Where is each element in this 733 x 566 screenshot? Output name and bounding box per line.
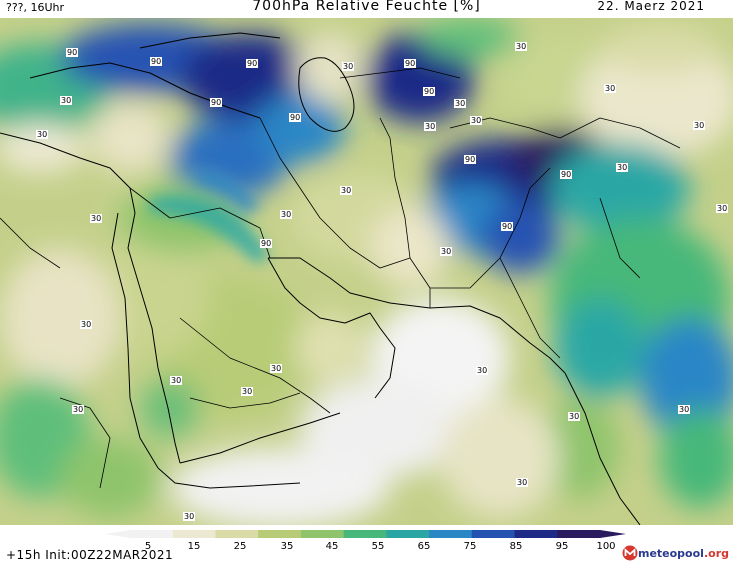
contour-label: 30 xyxy=(440,247,453,256)
legend-tick: 5 xyxy=(144,541,152,552)
contour-label: 30 xyxy=(60,96,73,105)
legend-tick: 45 xyxy=(325,541,339,552)
legend-swatch xyxy=(300,530,345,538)
legend-swatch xyxy=(557,530,601,538)
legend-swatch xyxy=(514,530,558,538)
contour-label: 90 xyxy=(246,59,259,68)
contour-label: 30 xyxy=(678,405,691,414)
color-legend xyxy=(105,530,626,538)
contour-label: 30 xyxy=(454,99,467,108)
contour-label: 30 xyxy=(515,42,528,51)
logo-text: meteopool xyxy=(637,546,704,560)
humidity-map: 90 90 30 90 90 90 30 90 90 30 30 90 30 3… xyxy=(0,18,733,525)
contour-label: 90 xyxy=(404,59,417,68)
meteopool-logo-icon xyxy=(622,545,638,561)
contour-label: 90 xyxy=(210,98,223,107)
legend-tick: 15 xyxy=(187,541,201,552)
legend-ticks: 5 15 25 35 45 55 65 75 85 95 100 xyxy=(0,541,733,555)
legend-tick: 65 xyxy=(417,541,431,552)
logo-suffix: .org xyxy=(703,546,729,560)
legend-tick: 75 xyxy=(463,541,477,552)
header: ???, 16Uhr 700hPa Relative Feuchte [%] 2… xyxy=(0,0,733,18)
legend-swatch xyxy=(429,530,473,538)
legend-tick: 100 xyxy=(596,541,616,552)
contour-label: 30 xyxy=(80,320,93,329)
legend-tick: 25 xyxy=(233,541,247,552)
contour-label: 30 xyxy=(90,214,103,223)
contour-label: 30 xyxy=(424,122,437,131)
contour-label: 30 xyxy=(568,412,581,421)
forecast-date: 22. Maerz 2021 xyxy=(597,0,705,13)
contour-label: 30 xyxy=(342,62,355,71)
contour-label: 90 xyxy=(423,87,436,96)
legend-swatch xyxy=(215,530,259,538)
contour-label: 90 xyxy=(66,48,79,57)
valid-time: ???, 16Uhr xyxy=(6,1,65,14)
contour-label: 30 xyxy=(716,204,729,213)
map-title: 700hPa Relative Feuchte [%] xyxy=(252,0,481,14)
contour-label: 30 xyxy=(72,405,85,414)
legend-swatch xyxy=(343,530,387,538)
legend-tick: 55 xyxy=(371,541,385,552)
contour-label: 30 xyxy=(616,163,629,172)
contour-label: 30 xyxy=(183,512,196,521)
contour-label: 30 xyxy=(470,116,483,125)
contour-label: 30 xyxy=(340,186,353,195)
legend-swatch xyxy=(258,530,302,538)
contour-label: 30 xyxy=(170,376,183,385)
legend-swatch xyxy=(386,530,430,538)
contour-label: 90 xyxy=(289,113,302,122)
legend-swatch xyxy=(172,530,216,538)
meteopool-logo[interactable]: meteopool.org xyxy=(622,544,729,562)
legend-tick: 35 xyxy=(280,541,294,552)
legend-swatch xyxy=(471,530,516,538)
contour-label: 30 xyxy=(516,478,529,487)
contour-label: 90 xyxy=(560,170,573,179)
legend-right-arrow xyxy=(600,530,626,538)
legend-swatches xyxy=(130,530,601,538)
contour-label: 30 xyxy=(604,84,617,93)
contour-label: 30 xyxy=(476,366,489,375)
legend-left-arrow xyxy=(105,530,130,538)
contour-label: 90 xyxy=(464,155,477,164)
contour-label: 90 xyxy=(260,239,273,248)
contour-label: 30 xyxy=(693,121,706,130)
contour-label: 90 xyxy=(501,222,514,231)
humidity-field xyxy=(0,18,733,525)
contour-label: 30 xyxy=(241,387,254,396)
contour-label: 90 xyxy=(150,57,163,66)
legend-swatch xyxy=(130,530,174,538)
legend-tick: 95 xyxy=(555,541,569,552)
init-time: +15h Init:00Z22MAR2021 xyxy=(6,548,174,562)
contour-label: 30 xyxy=(36,130,49,139)
contour-label: 30 xyxy=(270,364,283,373)
contour-label: 30 xyxy=(280,210,293,219)
legend-tick: 85 xyxy=(509,541,523,552)
